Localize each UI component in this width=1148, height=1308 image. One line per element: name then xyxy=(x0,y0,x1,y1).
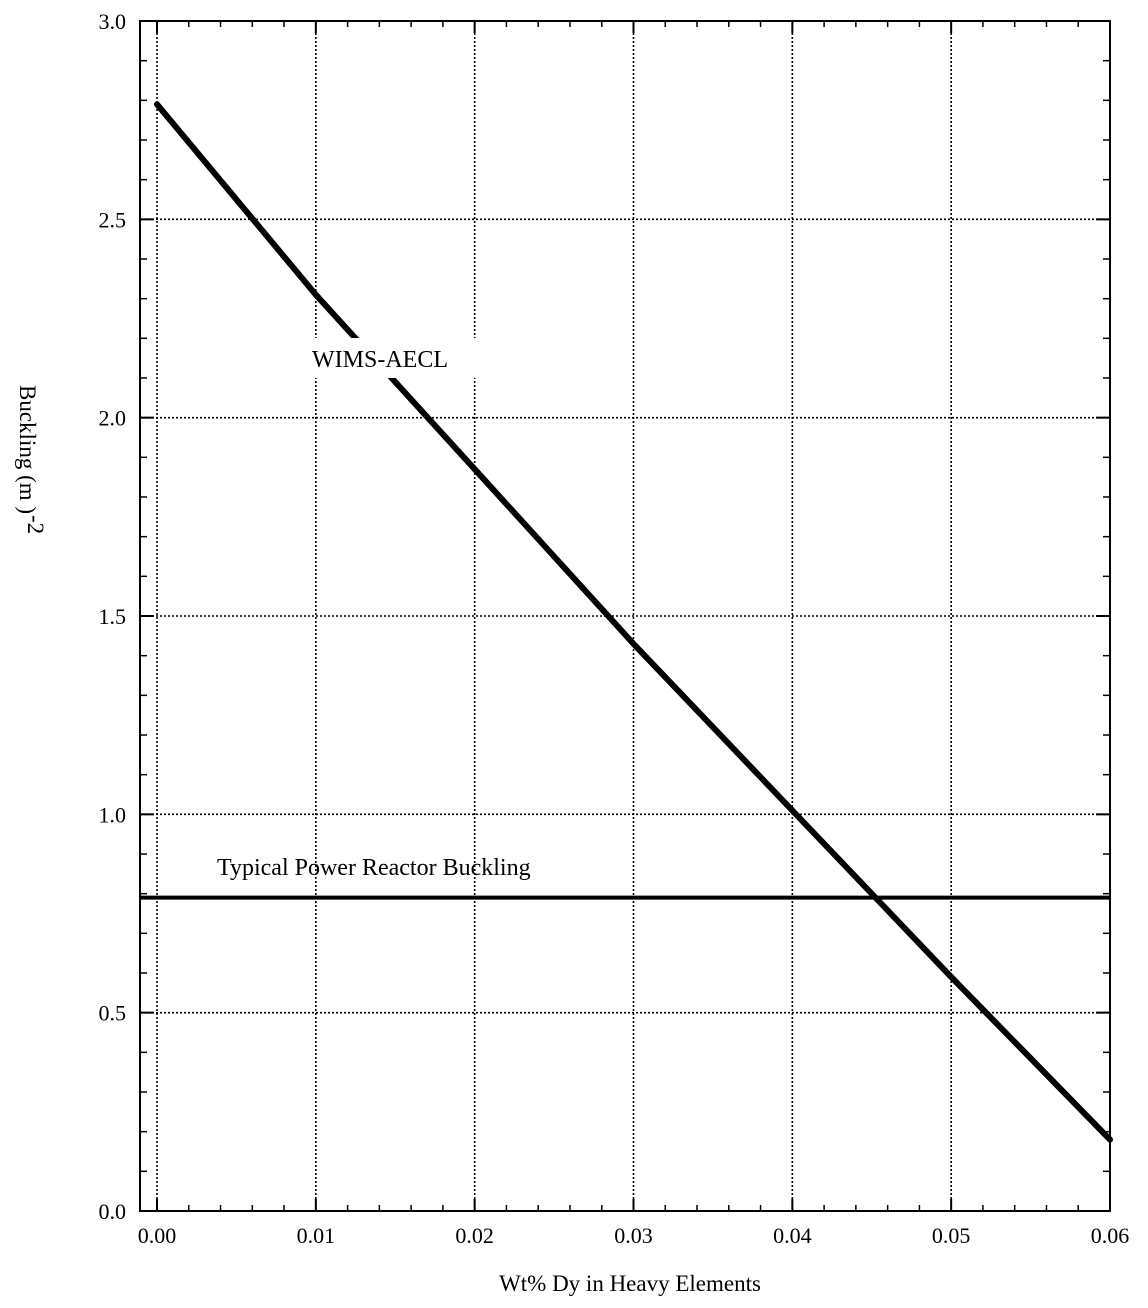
series-layer xyxy=(154,101,1113,1143)
y-tick-label: 2.0 xyxy=(99,406,127,431)
reference-line-label: Typical Power Reactor Buckling xyxy=(217,855,531,881)
y-tick-label: 0.5 xyxy=(99,1001,127,1026)
y-tick-label: 1.5 xyxy=(99,604,127,629)
tick-labels: 0.00 0.01 0.02 0.03 0.04 0.05 0.06 0.0 0.5 1.0 1.5… xyxy=(99,9,1130,1248)
y-axis-title-superscript: -2 xyxy=(23,515,48,534)
y-tick-label: 1.0 xyxy=(99,802,127,827)
y-tick-label: 0.0 xyxy=(99,1199,127,1224)
x-tick-label: 0.06 xyxy=(1091,1223,1130,1248)
x-tick-label: 0.01 xyxy=(297,1223,336,1248)
x-tick-label: 0.05 xyxy=(932,1223,971,1248)
y-tick-label: 2.5 xyxy=(99,207,127,232)
x-axis-title: Wt% Dy in Heavy Elements xyxy=(499,1271,761,1296)
x-tick-label: 0.02 xyxy=(455,1223,494,1248)
series-line-wims-aecl xyxy=(154,101,1113,1143)
y-tick-label: 3.0 xyxy=(99,9,127,34)
tick-marks xyxy=(140,20,1111,1212)
series-label-wims-aecl: WIMS-AECL xyxy=(312,347,448,373)
grid xyxy=(140,21,1110,1211)
series-label-background xyxy=(300,338,480,378)
y-axis-title: Buckling (m ) xyxy=(15,385,40,514)
x-tick-label: 0.00 xyxy=(138,1223,177,1248)
x-tick-label: 0.03 xyxy=(614,1223,653,1248)
x-tick-label: 0.04 xyxy=(773,1223,812,1248)
